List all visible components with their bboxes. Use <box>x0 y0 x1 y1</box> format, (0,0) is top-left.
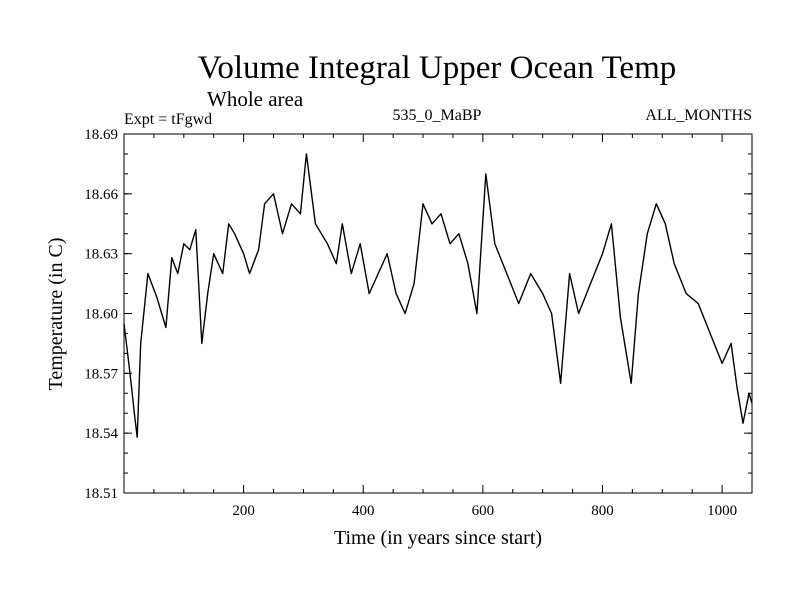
y-tick-label: 18.54 <box>84 426 118 442</box>
x-tick-label: 800 <box>591 503 614 519</box>
experiment-label: Expt = tFgwd <box>124 111 212 128</box>
y-tick-label: 18.66 <box>84 187 118 203</box>
y-tick-label: 18.69 <box>84 127 118 143</box>
x-tick-label: 400 <box>352 503 375 519</box>
run-id-label: 535_0_MaBP <box>393 107 482 124</box>
y-tick-label: 18.63 <box>84 247 118 263</box>
chart-subtitle: Whole area <box>207 87 304 111</box>
x-axis: 200 400 600 800 1000 <box>153 134 737 519</box>
plot-frame <box>123 133 753 494</box>
x-tick-label: 600 <box>472 503 495 519</box>
months-label: ALL_MONTHS <box>645 107 752 124</box>
x-axis-label: Time (in years since start) <box>334 527 542 549</box>
y-tick-label: 18.51 <box>84 486 118 502</box>
series-group <box>123 153 753 438</box>
series-line <box>123 153 753 438</box>
y-tick-label: 18.60 <box>84 307 118 323</box>
x-tick-label: 1000 <box>707 503 737 519</box>
chart-title: Volume Integral Upper Ocean Temp <box>198 50 676 86</box>
y-tick-label: 18.57 <box>84 366 118 382</box>
x-tick-label: 200 <box>232 503 255 519</box>
y-axis: 18.51 18.54 18.57 18.60 18.63 18.66 18.69 <box>84 127 752 502</box>
y-axis-label: Temperature (in C) <box>45 238 67 391</box>
